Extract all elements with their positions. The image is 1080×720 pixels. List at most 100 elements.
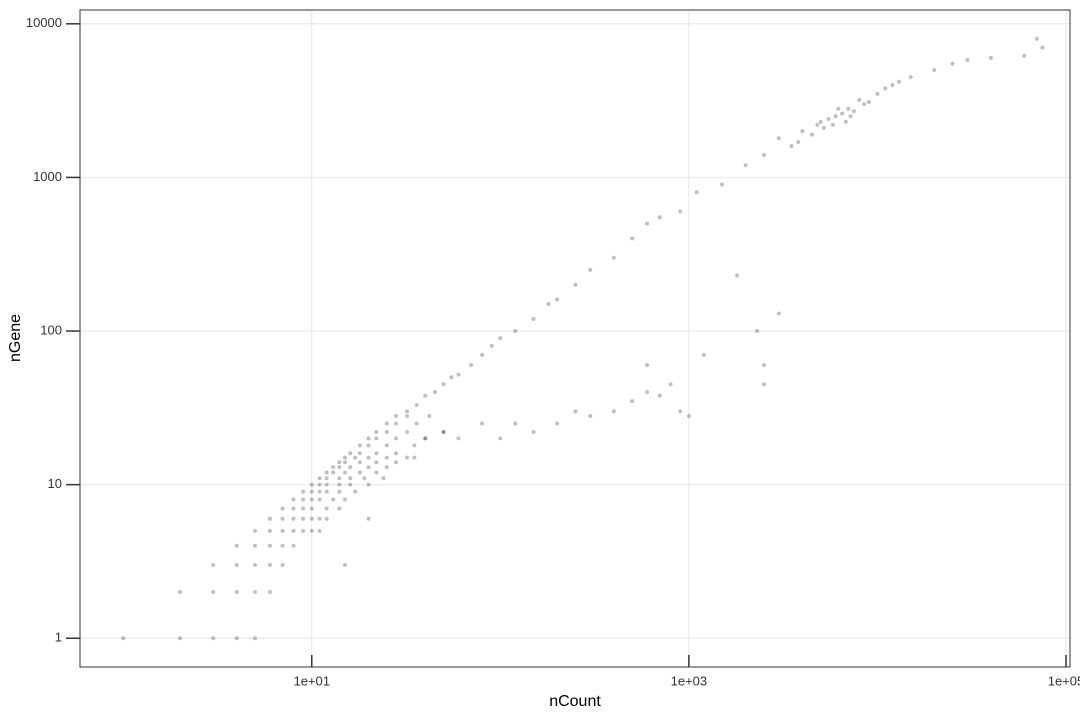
point [833, 114, 838, 119]
point [317, 528, 322, 533]
point [267, 590, 272, 595]
axes: 1e+01 1e+03 1e+05 1 10 100 1000 10000 [26, 15, 1080, 688]
point [337, 460, 342, 465]
point [840, 111, 845, 116]
point [291, 506, 296, 511]
point [317, 497, 322, 502]
point [366, 443, 371, 448]
plot-border [79, 9, 1071, 668]
point [851, 109, 856, 114]
point [555, 421, 560, 426]
point [291, 543, 296, 548]
point [394, 451, 399, 456]
point [309, 516, 314, 521]
point [384, 430, 389, 435]
point [810, 132, 815, 137]
point [374, 470, 379, 475]
point [678, 209, 683, 214]
point [301, 489, 306, 494]
point [301, 528, 306, 533]
y-axis-title: nGene [7, 314, 24, 362]
point [394, 421, 399, 426]
point [394, 436, 399, 441]
point [1022, 53, 1027, 58]
point [366, 516, 371, 521]
point [657, 393, 662, 398]
point [1040, 45, 1045, 50]
point [394, 460, 399, 465]
point [337, 489, 342, 494]
point [348, 465, 353, 470]
point [353, 455, 358, 460]
point [818, 119, 823, 124]
point [366, 482, 371, 487]
point [412, 455, 417, 460]
x-axis-title: nCount [549, 693, 601, 710]
point [291, 528, 296, 533]
x-tick-label: 1e+03 [671, 673, 708, 688]
point [331, 470, 336, 475]
point [630, 399, 635, 404]
point [836, 106, 841, 111]
point [280, 516, 285, 521]
point [611, 409, 616, 414]
point [309, 506, 314, 511]
point [324, 482, 329, 487]
point [776, 136, 781, 141]
point [366, 436, 371, 441]
point [645, 390, 650, 395]
point [456, 372, 461, 377]
x-tick-label: 1e+05 [1048, 673, 1080, 688]
point [630, 236, 635, 241]
point [384, 455, 389, 460]
point [441, 382, 446, 387]
point [866, 99, 871, 104]
point [489, 343, 494, 348]
point [267, 543, 272, 548]
point [531, 316, 536, 321]
point [342, 497, 347, 502]
point [843, 119, 848, 124]
point [761, 382, 766, 387]
point [761, 363, 766, 368]
point [374, 436, 379, 441]
point [668, 382, 673, 387]
point [412, 443, 417, 448]
point [337, 476, 342, 481]
point [211, 562, 216, 567]
point [441, 430, 446, 435]
point [796, 140, 801, 145]
point [317, 489, 322, 494]
point [366, 455, 371, 460]
y-tick-label: 1 [55, 630, 62, 645]
point [357, 470, 362, 475]
point [735, 273, 740, 278]
point [357, 460, 362, 465]
point [498, 336, 503, 341]
point [353, 489, 358, 494]
point [498, 436, 503, 441]
point [331, 465, 336, 470]
y-tick-label: 10000 [26, 15, 62, 30]
point [890, 82, 895, 87]
point [686, 413, 691, 418]
point [381, 476, 386, 481]
point [357, 443, 362, 448]
point [883, 86, 888, 91]
point [830, 122, 835, 127]
point [362, 476, 367, 481]
point [374, 460, 379, 465]
point [324, 489, 329, 494]
point [761, 152, 766, 157]
point [357, 451, 362, 456]
point [414, 421, 419, 426]
point [821, 125, 826, 130]
point [309, 528, 314, 533]
point [342, 470, 347, 475]
point [324, 476, 329, 481]
point [348, 482, 353, 487]
point [211, 590, 216, 595]
point [423, 393, 428, 398]
point [309, 497, 314, 502]
point [234, 562, 239, 567]
